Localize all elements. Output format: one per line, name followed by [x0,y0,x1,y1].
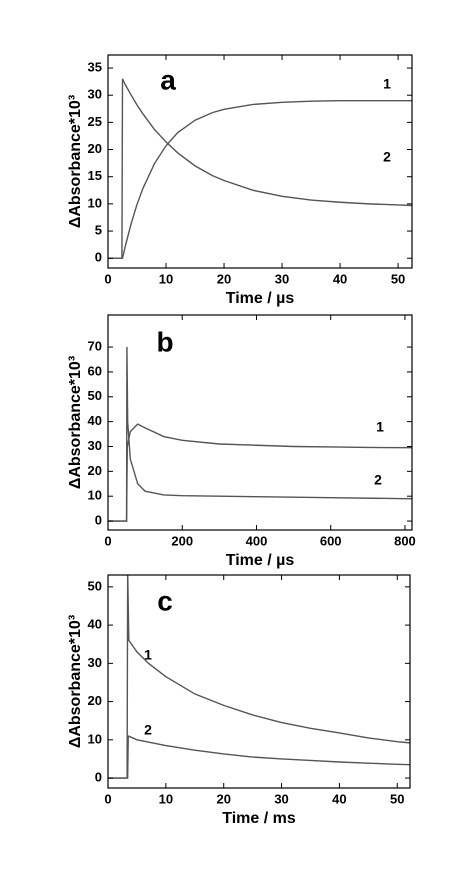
data-line [108,347,412,522]
y-tick-label: 25 [88,114,102,129]
panel-label: c [157,585,173,616]
plot-area [108,347,412,522]
y-axis-label: ΔAbsorbance*10³ [67,615,84,748]
x-tick-label: 20 [217,271,231,286]
curve-label: 2 [383,149,391,165]
y-tick-label: 0 [95,769,102,784]
y-tick-label: 40 [88,617,102,632]
y-tick-label: 20 [88,693,102,708]
y-tick-label: 50 [88,578,102,593]
plot-area [108,78,412,259]
plot-frame [107,574,411,789]
y-tick-label: 10 [88,195,102,210]
y-tick-label: 0 [95,512,102,527]
x-tick-label: 800 [394,533,416,548]
curve-label: 1 [383,76,391,92]
y-tick-label: 40 [88,413,102,428]
x-tick-label: 50 [390,791,404,806]
y-tick-label: 10 [88,488,102,503]
panel-label: a [160,64,176,95]
data-line [108,78,412,259]
x-tick-label: 600 [320,533,342,548]
x-axis-label: Time / µs [226,552,295,569]
plot-area [108,575,410,779]
x-tick-label: 0 [104,271,111,286]
data-line [108,423,412,522]
y-tick-label: 10 [88,731,102,746]
y-tick-label: 20 [88,141,102,156]
x-tick-label: 30 [274,791,288,806]
plot-frame [107,54,413,269]
plot-frame [107,314,413,531]
x-axis-label: Time / ms [222,810,296,827]
x-tick-label: 20 [216,791,230,806]
data-line [108,575,410,779]
x-tick-label: 30 [275,271,289,286]
y-tick-label: 5 [95,222,102,237]
curve-label: 2 [374,472,382,488]
y-axis-label: ΔAbsorbance*10³ [67,95,84,228]
curve-label: 1 [144,647,152,663]
y-tick-label: 30 [88,655,102,670]
y-tick-label: 20 [88,463,102,478]
x-tick-label: 40 [333,271,347,286]
y-tick-label: 50 [88,388,102,403]
y-tick-label: 70 [88,339,102,354]
curve-label: 1 [376,419,384,435]
x-tick-label: 0 [104,791,111,806]
curve-label: 2 [144,722,152,738]
y-tick-label: 30 [88,87,102,102]
x-tick-label: 10 [159,791,173,806]
y-tick-label: 0 [95,250,102,265]
data-line [108,734,410,779]
y-tick-label: 60 [88,363,102,378]
x-tick-label: 40 [332,791,346,806]
y-axis-label: ΔAbsorbance*10³ [67,356,84,489]
y-tick-label: 30 [88,438,102,453]
y-tick-label: 15 [88,168,102,183]
data-line [108,99,412,259]
x-tick-label: 200 [171,533,193,548]
x-tick-label: 0 [104,533,111,548]
x-tick-label: 10 [159,271,173,286]
y-tick-label: 35 [88,59,102,74]
x-axis-label: Time / µs [226,290,295,307]
x-tick-label: 50 [391,271,405,286]
panel-label: b [156,326,173,357]
x-tick-label: 400 [246,533,268,548]
